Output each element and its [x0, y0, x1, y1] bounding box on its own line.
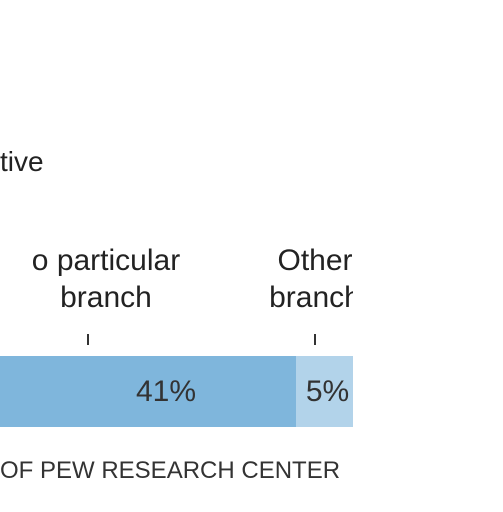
bar-segment	[0, 356, 296, 427]
category-label-line: o particular	[31, 244, 181, 277]
category-label-other-branch: Other branch	[235, 242, 353, 316]
category-tick-other-branch	[314, 334, 316, 345]
chart-title-fragment: tive	[0, 146, 44, 177]
category-label-no-particular-branch: o particular branch	[2, 242, 210, 316]
category-label-line: branch	[60, 281, 152, 314]
category-label-line: branch	[269, 281, 353, 314]
category-label-line: Other	[277, 244, 353, 277]
chart-frame: tive o particular branch Other branch 41…	[0, 146, 353, 484]
bar-value-label: 5%	[305, 375, 350, 408]
category-tick-no-particular-branch	[87, 334, 89, 345]
bar-segment	[296, 356, 353, 427]
source-note: OF PEW RESEARCH CENTER	[0, 457, 341, 484]
bar-value-label: 41%	[135, 375, 196, 408]
